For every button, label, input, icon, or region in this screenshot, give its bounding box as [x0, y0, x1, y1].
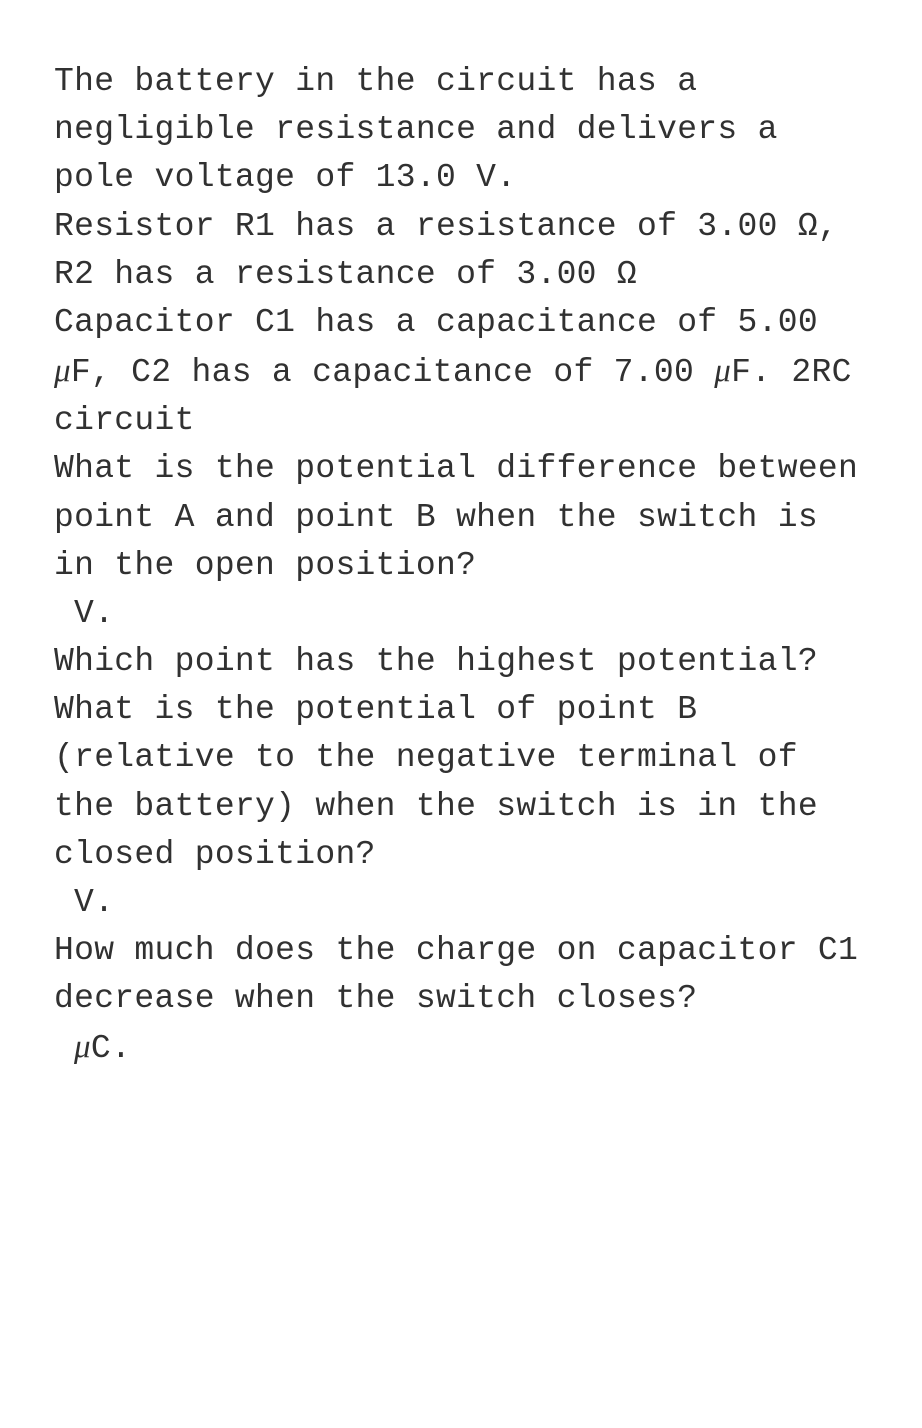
answer-unit-1: V. — [54, 590, 868, 638]
mu-symbol-1: μ — [54, 353, 71, 389]
problem-text-container: The battery in the circuit has a negligi… — [54, 58, 868, 1074]
paragraph-6: Which point has the highest potential? — [54, 638, 868, 686]
paragraph-9: How much does the charge on capacitor C1… — [54, 927, 868, 1023]
paragraph-7: What is the potential of point B (relati… — [54, 686, 868, 879]
paragraph-10: C. — [91, 1030, 131, 1067]
answer-unit-2: V. — [54, 879, 868, 927]
paragraph-3-part-b: F, C2 has a capacitance of 7.00 — [71, 354, 714, 391]
paragraph-1: The battery in the circuit has a negligi… — [54, 58, 868, 203]
paragraph-4: What is the potential difference between… — [54, 445, 868, 590]
answer-unit-3: μC. — [54, 1023, 868, 1073]
paragraph-3: Capacitor C1 has a capacitance of 5.00 μ… — [54, 299, 868, 446]
paragraph-2: Resistor R1 has a resistance of 3.00 Ω, … — [54, 203, 868, 299]
mu-symbol-2: μ — [714, 353, 731, 389]
paragraph-3-part-a: Capacitor C1 has a capacitance of 5.00 — [54, 304, 818, 341]
mu-symbol-3: μ — [74, 1029, 91, 1065]
